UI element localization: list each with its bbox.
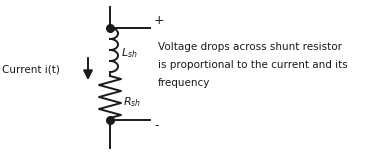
- Text: -: -: [154, 120, 158, 133]
- Text: +: +: [154, 13, 165, 27]
- Text: Current i(t): Current i(t): [2, 64, 60, 74]
- Text: $R_{sh}$: $R_{sh}$: [123, 95, 141, 109]
- Text: is proportional to the current and its: is proportional to the current and its: [158, 60, 348, 70]
- Text: $L_{sh}$: $L_{sh}$: [121, 46, 138, 60]
- Text: Voltage drops across shunt resistor: Voltage drops across shunt resistor: [158, 42, 342, 52]
- Text: frequency: frequency: [158, 78, 211, 88]
